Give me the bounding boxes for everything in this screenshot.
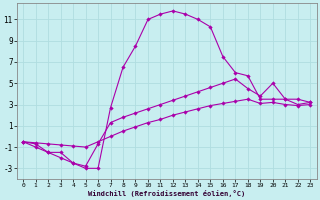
X-axis label: Windchill (Refroidissement éolien,°C): Windchill (Refroidissement éolien,°C)	[88, 190, 245, 197]
